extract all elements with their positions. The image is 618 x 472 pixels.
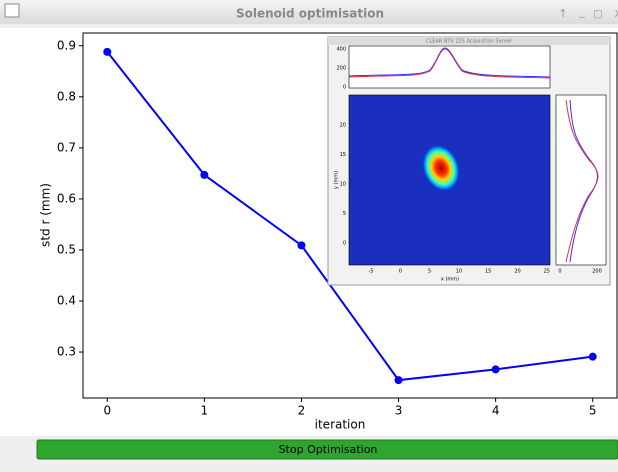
- inset-tick-label: 0: [558, 269, 561, 275]
- x-tick-label: 1: [201, 404, 209, 418]
- y-tick-label: 0.5: [57, 242, 76, 256]
- x-tick-label: 2: [298, 404, 306, 418]
- y-tick-label: 0.6: [57, 191, 76, 205]
- point: [297, 241, 305, 249]
- inset-tick-label: 20: [514, 269, 520, 275]
- screen: Solenoid optimisation ↑ _ □ X iteration …: [0, 0, 618, 468]
- inset-tick-label: 20: [340, 123, 346, 129]
- inset-tick-label: -5: [369, 269, 374, 275]
- window-control[interactable]: ↑: [558, 7, 567, 20]
- x-tick-label: 5: [589, 404, 597, 418]
- inset-tick-label: 10: [340, 182, 346, 188]
- inset-tick-label: 400: [336, 47, 346, 53]
- inset-window: CLEAR BTV 225 Acquisition Server y (mm) …: [328, 37, 610, 285]
- x-tick-label: 0: [103, 404, 111, 418]
- inset-tick-label: 0: [343, 241, 346, 247]
- inset-tick-label: 10: [456, 269, 462, 275]
- inset-tick-label: 15: [340, 152, 346, 158]
- point: [103, 48, 111, 56]
- inset-x-label: x (mm): [441, 277, 459, 283]
- y-tick-label: 0.7: [57, 140, 76, 154]
- inset-tick-label: 5: [343, 211, 346, 217]
- y-tick-label: 0.8: [57, 89, 76, 103]
- window-title: Solenoid optimisation: [236, 7, 384, 21]
- y-tick-label: 0.3: [57, 345, 76, 359]
- x-axis-label: iteration: [315, 418, 366, 432]
- y-tick-label: 0.4: [57, 294, 76, 308]
- point: [200, 171, 208, 179]
- inset-tick-label: 5: [428, 269, 431, 275]
- inset-tick-label: 0: [343, 85, 346, 91]
- point: [492, 365, 500, 373]
- inset-tick-label: 15: [485, 269, 491, 275]
- window-control[interactable]: X: [615, 9, 618, 20]
- inset-tick-label: 200: [336, 66, 346, 72]
- side-profile: [556, 95, 606, 265]
- x-tick-label: 4: [492, 404, 500, 418]
- window-control[interactable]: □: [593, 9, 602, 20]
- point: [589, 353, 597, 361]
- inset-tick-label: 0: [399, 269, 402, 275]
- inset-tick-label: 200: [592, 269, 602, 275]
- button-label[interactable]: Stop Optimisation: [279, 443, 378, 456]
- inset-title: CLEAR BTV 225 Acquisition Server: [426, 39, 513, 45]
- inset-tick-label: 25: [544, 269, 550, 275]
- window-control[interactable]: _: [578, 5, 585, 18]
- point: [395, 376, 403, 384]
- inset-y-label: y (mm): [334, 171, 340, 189]
- y-tick-label: 0.9: [57, 38, 76, 52]
- window-icon[interactable]: [5, 4, 19, 17]
- x-tick-label: 3: [395, 404, 403, 418]
- y-axis-label: std r (mm): [39, 183, 53, 247]
